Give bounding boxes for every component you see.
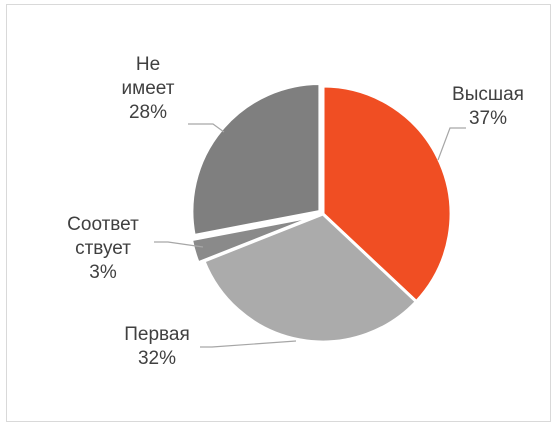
- leader-lines: [154, 123, 466, 348]
- data-label-value: 28%: [129, 102, 167, 123]
- data-label-1: Высшая 37%: [452, 84, 524, 129]
- leader-line-1: [437, 127, 466, 161]
- data-label-category: Не: [136, 54, 160, 75]
- data-label-value: 32%: [138, 348, 176, 369]
- pie-slice-3: [190, 214, 319, 265]
- data-label-value: 37%: [469, 108, 507, 129]
- data-label-2: Первая 32%: [124, 324, 190, 369]
- data-label-category: ствует: [75, 238, 131, 259]
- pie-slice-1: [321, 84, 453, 304]
- pie-slice-4: [190, 81, 322, 237]
- data-labels: Высшая 37% Первая 32% Соответ ствует 3% Не имеет…: [67, 54, 524, 369]
- data-label-3: Соответ ствует 3%: [67, 214, 139, 283]
- data-label-category: Соответ: [67, 214, 139, 235]
- leader-line-2: [200, 340, 297, 348]
- data-label-4: Не имеет 28%: [122, 54, 175, 123]
- pie-slice-2: [202, 212, 418, 344]
- data-label-category: Высшая: [452, 84, 524, 105]
- data-label-category: имеет: [122, 78, 175, 99]
- leader-line-4: [188, 123, 225, 133]
- data-label-category: Первая: [124, 324, 190, 345]
- leader-line-3: [154, 241, 204, 248]
- data-label-value: 3%: [89, 262, 117, 283]
- pie-slices: [190, 81, 453, 344]
